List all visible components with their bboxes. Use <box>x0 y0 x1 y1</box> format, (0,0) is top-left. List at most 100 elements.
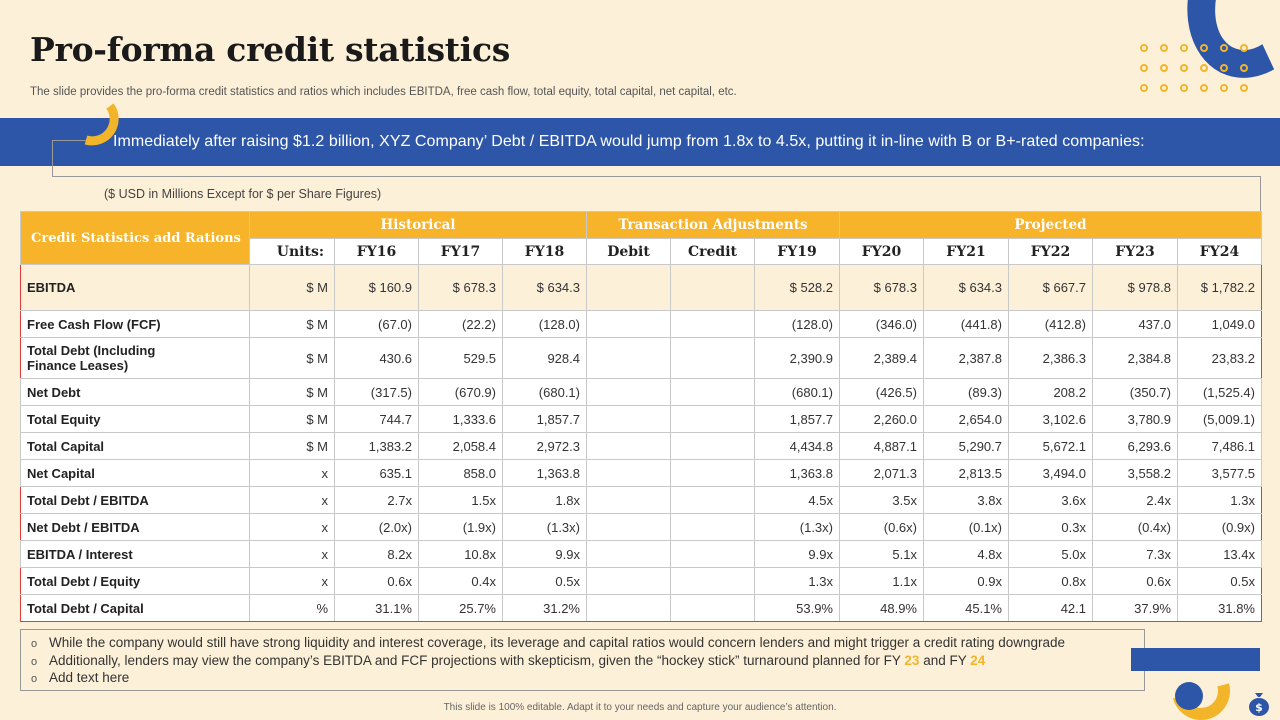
column-header: FY23 <box>1092 238 1178 265</box>
footer-text: This slide is 100% editable. Adapt it to… <box>443 702 837 713</box>
table-cell: 3.5x <box>839 486 924 514</box>
note-item[interactable]: o Add text here <box>31 670 1134 688</box>
table-cell: 1,857.7 <box>502 405 587 433</box>
table-cell: $ 1,782.2 <box>1177 264 1262 311</box>
table-cell: (89.3) <box>923 378 1009 406</box>
decorative-dot <box>1240 44 1248 52</box>
decorative-bar <box>1131 648 1260 671</box>
table-cell: 0.9x <box>923 567 1009 595</box>
table-cell: 9.9x <box>754 540 840 568</box>
row-label: Net Debt <box>20 378 250 406</box>
table-cell <box>586 513 671 541</box>
row-label: Total Capital <box>20 432 250 460</box>
decorative-dot <box>1180 84 1188 92</box>
table-cell: 2.7x <box>334 486 419 514</box>
decorative-dot <box>1160 44 1168 52</box>
notes-box: o While the company would still have stro… <box>20 629 1145 691</box>
column-header: FY16 <box>334 238 419 265</box>
table-cell: 1.8x <box>502 486 587 514</box>
note-highlight: 23 <box>904 652 920 668</box>
table-cell: 42.1 <box>1008 594 1093 622</box>
row-label: Free Cash Flow (FCF) <box>20 310 250 338</box>
table-row: EBITDA $ M $ 160.9 $ 678.3 $ 634.3 $ 528.2 $ 6… <box>20 264 1262 311</box>
highlight-banner <box>0 118 1280 166</box>
table-cell: (317.5) <box>334 378 419 406</box>
corner-header: Credit Statistics add Rations <box>20 211 250 265</box>
decorative-dot <box>1200 64 1208 72</box>
frame-line <box>52 140 86 141</box>
table-cell: 0.6x <box>1092 567 1178 595</box>
table-cell: $ 678.3 <box>418 264 503 311</box>
table-cell: (0.6x) <box>839 513 924 541</box>
table-cell: $ 678.3 <box>839 264 924 311</box>
table-cell: 13.4x <box>1177 540 1262 568</box>
table-cell <box>586 310 671 338</box>
add-text-placeholder[interactable]: Add text here <box>49 670 130 685</box>
column-header: FY21 <box>923 238 1009 265</box>
table-cell: 1.1x <box>839 567 924 595</box>
column-header-units: Units: <box>249 238 335 265</box>
table-cell <box>586 459 671 487</box>
row-label: EBITDA / Interest <box>20 540 250 568</box>
table-cell: (350.7) <box>1092 378 1178 406</box>
column-header: FY20 <box>839 238 924 265</box>
table-row: Net Debt $ M (317.5) (670.9) (680.1) (680.1)(… <box>20 378 1262 406</box>
table-cell: 31.8% <box>1177 594 1262 622</box>
table-cell: 3,102.6 <box>1008 405 1093 433</box>
table-cell: 1,333.6 <box>418 405 503 433</box>
table-row: Total Capital $ M 1,383.2 2,058.4 2,972.3 4,4… <box>20 432 1262 460</box>
table-cell: 3,780.9 <box>1092 405 1178 433</box>
table-cell: 3.6x <box>1008 486 1093 514</box>
table-cell: 5.1x <box>839 540 924 568</box>
table-cell: 2.4x <box>1092 486 1178 514</box>
table-cell <box>670 264 755 311</box>
note-text: and FY <box>919 652 971 668</box>
table-cell: 5,672.1 <box>1008 432 1093 460</box>
decorative-dot <box>1180 64 1188 72</box>
row-label: Net Debt / EBITDA <box>20 513 250 541</box>
decorative-dot <box>1220 44 1228 52</box>
table-cell <box>586 432 671 460</box>
decorative-arc-banner <box>84 103 119 146</box>
table-cell <box>670 432 755 460</box>
table-cell: 208.2 <box>1008 378 1093 406</box>
column-header: FY17 <box>418 238 503 265</box>
table-cell: 53.9% <box>754 594 840 622</box>
table-cell: (680.1) <box>502 378 587 406</box>
table-cell <box>586 337 671 379</box>
table-cell: 3,577.5 <box>1177 459 1262 487</box>
row-unit: % <box>249 594 335 622</box>
table-row: Total Equity $ M 744.7 1,333.6 1,857.7 1,857.… <box>20 405 1262 433</box>
table-cell: 858.0 <box>418 459 503 487</box>
table-cell <box>670 594 755 622</box>
table-row: Free Cash Flow (FCF) $ M (67.0) (22.2) (128.… <box>20 310 1262 338</box>
table-cell: $ 160.9 <box>334 264 419 311</box>
table-cell: (0.4x) <box>1092 513 1178 541</box>
row-unit: $ M <box>249 337 335 379</box>
column-header: FY24 <box>1177 238 1262 265</box>
table-cell <box>670 486 755 514</box>
table-cell: 2,386.3 <box>1008 337 1093 379</box>
table-cell: 2,389.4 <box>839 337 924 379</box>
svg-text:$: $ <box>1255 701 1263 714</box>
table-cell: 3,558.2 <box>1092 459 1178 487</box>
table-cell: $ 978.8 <box>1092 264 1178 311</box>
row-unit: x <box>249 459 335 487</box>
row-label: Net Capital <box>20 459 250 487</box>
group-header-transaction-adjustments: Transaction Adjustments <box>586 211 840 239</box>
row-label: EBITDA <box>20 264 250 311</box>
table-cell <box>670 567 755 595</box>
table-cell: 2,654.0 <box>923 405 1009 433</box>
table-cell: 48.9% <box>839 594 924 622</box>
money-bag-icon: $ <box>1249 693 1269 716</box>
row-label: Total Debt / Capital <box>20 594 250 622</box>
table-cell <box>586 378 671 406</box>
row-label-line: Finance Leases) <box>27 358 129 373</box>
table-cell: (680.1) <box>754 378 840 406</box>
table-cell: (2.0x) <box>334 513 419 541</box>
table-cell: 9.9x <box>502 540 587 568</box>
table-row: Total Debt / Capital% 31.1% 25.7% 31.2% 53.9… <box>20 594 1262 622</box>
table-cell: 31.2% <box>502 594 587 622</box>
decorative-dot-grid <box>1140 44 1250 96</box>
